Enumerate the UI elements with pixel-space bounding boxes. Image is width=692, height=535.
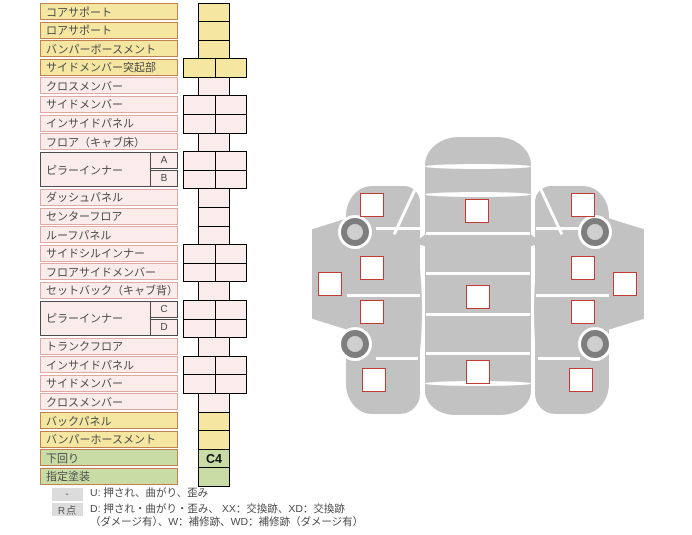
pillar-sub-label: B: [150, 170, 178, 188]
part-row-label: トランクフロア: [40, 337, 178, 355]
damage-cell[interactable]: [214, 58, 247, 78]
damage-marker-square[interactable]: [318, 272, 342, 296]
legend-badge-dash: -: [52, 487, 83, 501]
part-row-label: バンパーボースメント: [40, 40, 178, 58]
legend: - U: 押され、曲がり、歪み R点 D: 押され・曲がり・歪み、 XX：交換跡…: [52, 487, 363, 532]
damage-marker-square[interactable]: [466, 285, 490, 309]
cell-row: [183, 58, 247, 78]
part-row-group-pillar-inner-cd: ピラーインナー C D: [40, 300, 178, 337]
legend-badge-rpoint: R点: [52, 503, 83, 517]
part-row-label: クロスメンバー: [40, 393, 178, 411]
part-row-label: サイドシルインナー: [40, 244, 178, 262]
part-row-label: クロスメンバー: [40, 77, 178, 95]
cell-row: [183, 467, 247, 487]
part-row-label: サイドメンバー: [40, 374, 178, 392]
panel-divider: [536, 227, 580, 230]
legend-row: R点 D: 押され・曲がり・歪み、 XX：交換跡、XD：交換跡 （ダメージ有）、…: [52, 503, 363, 530]
part-row-group-pillar-inner-ab: ピラーインナー A B: [40, 151, 178, 188]
damage-cell[interactable]: [214, 374, 247, 394]
panel-divider: [536, 294, 609, 297]
damage-cell[interactable]: [214, 169, 247, 190]
damage-cell-column: C4: [183, 2, 247, 487]
legend-text: D: 押され・曲がり・歪み、 XX：交換跡、XD：交換跡: [90, 502, 345, 515]
panel-divider: [425, 192, 531, 197]
damage-marker-square[interactable]: [360, 193, 384, 217]
panel-divider: [426, 313, 530, 316]
panel-divider: [426, 352, 530, 355]
panel-divider: [426, 272, 530, 275]
part-row-label: センターフロア: [40, 207, 178, 225]
left-body-bulge: [390, 226, 422, 394]
part-row-label: インサイドパネル: [40, 114, 178, 132]
part-row-label: サイドメンバー突起部: [40, 58, 178, 76]
damage-marker-square[interactable]: [571, 300, 595, 324]
damage-marker-square[interactable]: [613, 272, 637, 296]
right-body-bulge: [534, 226, 566, 394]
damage-marker-square[interactable]: [360, 300, 384, 324]
part-row-label: バンパーホースメント: [40, 430, 178, 448]
damage-marker-square[interactable]: [569, 368, 593, 392]
legend-text: （ダメージ有）、W：補修跡、WD：補修跡（ダメージ有）: [90, 516, 364, 528]
part-row-label: インサイドパネル: [40, 356, 178, 374]
legend-row: - U: 押され、曲がり、歪み: [52, 487, 363, 501]
part-row-label: ロアサポート: [40, 21, 178, 39]
front-wheel-icon: [341, 218, 369, 246]
part-row-label: 指定塗装: [40, 467, 178, 485]
pillar-sub-label: A: [150, 151, 178, 169]
part-row-label: コアサポート: [40, 3, 178, 20]
part-row-label: ダッシュパネル: [40, 188, 178, 206]
damage-marker-square[interactable]: [571, 193, 595, 217]
panel-divider: [376, 227, 420, 230]
damage-marker-square[interactable]: [465, 199, 489, 223]
damage-cell[interactable]: [214, 318, 247, 339]
panel-divider: [538, 357, 580, 360]
damage-cell[interactable]: [214, 262, 247, 283]
damage-marker-square[interactable]: [466, 360, 490, 384]
legend-text: U: 押され、曲がり、歪み: [90, 487, 209, 499]
part-row-label: フロア（キャブ床）: [40, 133, 178, 151]
damage-cell[interactable]: [214, 114, 247, 134]
front-wheel-icon: [581, 218, 609, 246]
damage-marker-square[interactable]: [360, 256, 384, 280]
part-row-label: サイドメンバー: [40, 95, 178, 113]
damage-cell[interactable]: [198, 467, 230, 487]
part-row-label: ピラーインナー: [40, 300, 151, 337]
cell-row: [183, 355, 247, 376]
part-row-label: ルーフパネル: [40, 226, 178, 244]
rear-wheel-icon: [581, 330, 609, 358]
rear-wheel-icon: [341, 330, 369, 358]
part-row-label: セットバック（キャブ背）: [40, 281, 178, 299]
part-row-label: フロアサイドメンバー: [40, 263, 178, 281]
panel-divider: [426, 232, 530, 235]
part-row-label: 下回り: [40, 449, 178, 467]
pillar-sub-label: C: [150, 300, 178, 318]
part-row-label: バックパネル: [40, 412, 178, 430]
panel-divider: [347, 294, 420, 297]
pillar-sub-label: D: [150, 319, 178, 337]
panel-divider: [376, 357, 418, 360]
part-row-label: ピラーインナー: [40, 151, 151, 188]
cell-row: [183, 169, 247, 190]
legend-text-block: D: 押され・曲がり・歪み、 XX：交換跡、XD：交換跡 （ダメージ有）、W：補…: [90, 503, 363, 530]
damage-marker-square[interactable]: [362, 368, 386, 392]
parts-label-column: コアサポート ロアサポート バンパーボースメント サイドメンバー突起部 クロスメ…: [40, 3, 178, 486]
cell-row: [183, 151, 247, 171]
damage-marker-square[interactable]: [571, 256, 595, 280]
panel-divider: [425, 164, 531, 169]
